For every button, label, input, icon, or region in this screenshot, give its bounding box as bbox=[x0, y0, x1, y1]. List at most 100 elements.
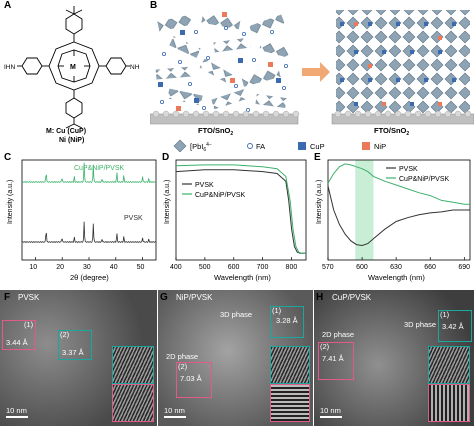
abs-legend-pvsk: PVSK bbox=[195, 182, 214, 189]
nip-square-icon bbox=[362, 142, 370, 150]
tem-g-box1-label: (1) bbox=[272, 306, 282, 315]
pl-plot-frame bbox=[327, 159, 471, 261]
x-tick-label: 20 bbox=[56, 264, 64, 271]
x-tick-label: 400 bbox=[170, 264, 182, 271]
abs-plot-frame bbox=[175, 159, 307, 261]
tem-f-d1: 3.44 Å bbox=[6, 338, 28, 347]
disordered-film bbox=[155, 12, 291, 113]
tem-g-scalebar bbox=[164, 416, 186, 418]
abs-ylabel: Intensity (a.u.) bbox=[164, 180, 171, 224]
tem-h-d2: 7.41 Å bbox=[322, 354, 344, 363]
legend-fa: FA bbox=[256, 142, 265, 151]
tem-h-scalebar bbox=[320, 416, 342, 418]
tem-h-box2-label: (2) bbox=[320, 342, 330, 351]
x-tick-label: 600 bbox=[228, 264, 240, 271]
tem-g-box2-label: (2) bbox=[178, 362, 188, 371]
tem-f-box2-label: (2) bbox=[60, 330, 70, 339]
x-tick-label: 630 bbox=[390, 264, 402, 271]
tem-g-3d-phase: 3D phase bbox=[220, 310, 253, 319]
caption-line-2: Ni (NiP) bbox=[59, 137, 85, 144]
substrate-left-label: FTO/SnO2 bbox=[198, 126, 233, 137]
tem-image-nip: NiP/PVSK 3D phase (1) 3.28 Å 2D phase (2… bbox=[158, 290, 313, 426]
tem-h-box1-label: (1) bbox=[440, 310, 450, 319]
series-line bbox=[327, 185, 470, 247]
panel-label-g: G bbox=[160, 292, 168, 303]
legend-nip: NiP bbox=[374, 142, 386, 151]
xrd-series-top-label: CuP&NiP/PVSK bbox=[74, 165, 125, 172]
xrd-series-line bbox=[21, 162, 157, 184]
tem-g-d2: 7.03 Å bbox=[180, 374, 202, 383]
x-tick-label: 600 bbox=[356, 264, 368, 271]
xrd-xlabel: 2θ (degree) bbox=[70, 273, 109, 282]
series-line bbox=[175, 164, 306, 254]
x-tick-label: 660 bbox=[424, 264, 436, 271]
ordered-film bbox=[336, 10, 470, 114]
x-tick-label: 30 bbox=[83, 264, 91, 271]
panel-label-d: D bbox=[162, 152, 170, 163]
x-tick-label: 500 bbox=[199, 264, 211, 271]
panel-label-a: A bbox=[4, 0, 12, 11]
tem-h-3d-phase: 3D phase bbox=[404, 320, 437, 329]
tem-g-title: NiP/PVSK bbox=[176, 293, 213, 302]
porphyrin-structure: IHN NH M bbox=[4, 6, 140, 129]
amine-right-label: NH bbox=[130, 64, 140, 71]
substrate-right bbox=[331, 113, 474, 125]
abs-legend-cupnip: CuP&NiP/PVSK bbox=[195, 192, 246, 199]
pl-ylabel: Intensity (a.u.) bbox=[316, 180, 323, 224]
metal-center-label: M bbox=[70, 64, 76, 71]
tem-h-box1 bbox=[438, 310, 472, 342]
x-tick-label: 800 bbox=[286, 264, 298, 271]
absorbance-chart: Intensity (a.u.) Wavelength (nm) PVSK Cu… bbox=[164, 159, 307, 282]
tem-g-inset-bottom bbox=[270, 384, 310, 422]
panel-label-e: E bbox=[314, 152, 321, 163]
tem-f-inset-top bbox=[112, 346, 154, 384]
tem-g-inset-top bbox=[270, 346, 310, 384]
amine-left-label: IHN bbox=[4, 64, 16, 71]
tem-h-inset-top bbox=[428, 346, 470, 384]
tem-f-inset-bottom bbox=[112, 384, 154, 422]
xrd-plot-frame bbox=[21, 159, 157, 261]
x-tick-label: 690 bbox=[458, 264, 470, 271]
tem-h-2d-phase: 2D phase bbox=[322, 330, 355, 339]
tem-f-box1 bbox=[2, 320, 36, 350]
panel-label-f: F bbox=[4, 292, 11, 303]
pl-xlabel: Wavelength (nm) bbox=[368, 273, 425, 282]
series-line bbox=[175, 169, 306, 254]
tem-h-title: CuP/PVSK bbox=[332, 293, 372, 302]
tem-h-inset-bottom bbox=[428, 384, 470, 422]
substrate-right-label: FTO/SnO2 bbox=[374, 126, 409, 137]
tem-g-box1 bbox=[270, 306, 304, 338]
x-tick-label: 50 bbox=[137, 264, 145, 271]
x-tick-label: 700 bbox=[257, 264, 269, 271]
x-tick-label: 10 bbox=[29, 264, 37, 271]
tem-f-d2: 3.37 Å bbox=[62, 348, 84, 357]
legend-pbi6: [PbI64− bbox=[190, 142, 212, 152]
pl-legend-pvsk: PVSK bbox=[399, 166, 418, 173]
xrd-chart: Intensity (a.u.) 2θ (degree) CuP&NiP/PVS… bbox=[7, 159, 157, 282]
tem-g-box2 bbox=[176, 362, 212, 398]
tem-image-pvsk: PVSK (1) 3.44 Å (2) 3.37 Å 10 nm bbox=[0, 290, 157, 426]
schematic-diagram: FTO/SnO2 FTO/SnO2 [PbI64− FA CuP NiP bbox=[150, 10, 474, 152]
xrd-series-bottom-label: PVSK bbox=[124, 215, 143, 222]
tem-image-cup: CuP/PVSK 3D phase (1) 3.42 Å 2D phase (2… bbox=[314, 290, 474, 426]
tem-f-scalebar bbox=[6, 416, 28, 418]
tem-h-scale-label: 10 nm bbox=[320, 406, 341, 415]
caption-line-1: M: Cu (CuP) bbox=[46, 128, 87, 135]
panel-label-c: C bbox=[4, 152, 12, 163]
tem-g-2d-phase: 2D phase bbox=[166, 352, 199, 361]
tem-h-box2 bbox=[318, 342, 354, 380]
panel-label-b: B bbox=[150, 0, 158, 11]
pbi6-octahedron-icon bbox=[173, 139, 187, 152]
tem-g-d1: 3.28 Å bbox=[276, 316, 298, 325]
xrd-series-line bbox=[21, 221, 157, 244]
xrd-ylabel: Intensity (a.u.) bbox=[7, 180, 14, 224]
legend-cup: CuP bbox=[310, 142, 325, 151]
fa-circle-icon bbox=[247, 143, 253, 149]
cup-square-icon bbox=[298, 142, 306, 150]
panel-label-h: H bbox=[316, 292, 324, 303]
x-tick-label: 40 bbox=[110, 264, 118, 271]
tem-f-scale-label: 10 nm bbox=[6, 406, 27, 415]
abs-xlabel: Wavelength (nm) bbox=[214, 273, 271, 282]
tem-f-box1-label: (1) bbox=[24, 320, 34, 329]
pl-legend-cupnip: CuP&NiP/PVSK bbox=[399, 176, 450, 183]
